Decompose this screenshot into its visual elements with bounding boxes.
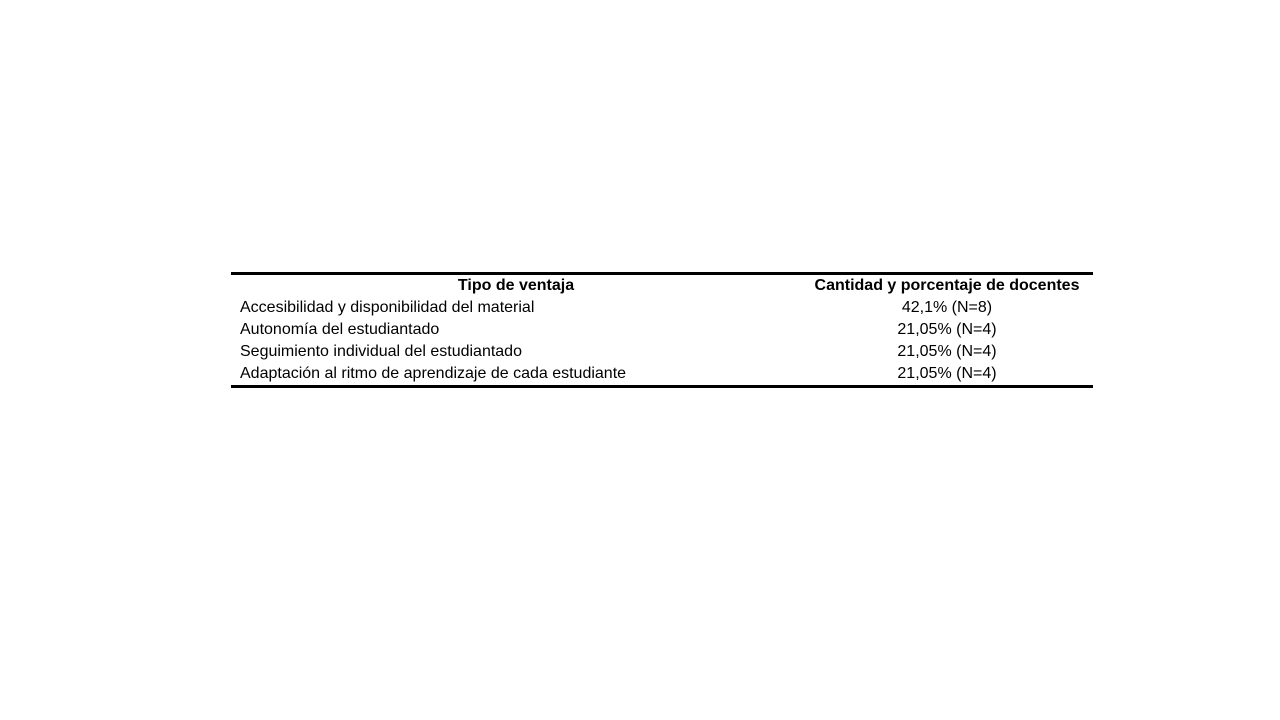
column-header-cantidad-porcentaje: Cantidad y porcentaje de docentes	[814, 277, 1080, 294]
cell-tipo-ventaja: Adaptación al ritmo de aprendizaje de ca…	[240, 365, 627, 382]
table-row: Adaptación al ritmo de aprendizaje de ca…	[231, 363, 1093, 387]
cell-tipo-ventaja: Accesibilidad y disponibilidad del mater…	[240, 299, 535, 316]
table-row: Seguimiento individual del estudiantado …	[231, 341, 1093, 363]
table-row: Autonomía del estudiantado 21,05% (N=4)	[231, 319, 1093, 341]
cell-valor-docentes: 42,1% (N=8)	[901, 299, 993, 316]
table-body: Accesibilidad y disponibilidad del mater…	[231, 297, 1093, 387]
table-header: Tipo de ventaja Cantidad y porcentaje de…	[231, 274, 1093, 298]
cell-valor-docentes: 21,05% (N=4)	[897, 321, 997, 338]
table-row: Accesibilidad y disponibilidad del mater…	[231, 297, 1093, 319]
cell-valor-docentes: 21,05% (N=4)	[897, 365, 997, 382]
cell-tipo-ventaja: Seguimiento individual del estudiantado	[240, 343, 522, 360]
table-header-row: Tipo de ventaja Cantidad y porcentaje de…	[231, 274, 1093, 298]
cell-valor-docentes: 21,05% (N=4)	[897, 343, 997, 360]
column-header-tipo-de-ventaja: Tipo de ventaja	[457, 277, 575, 294]
ventajas-table: Tipo de ventaja Cantidad y porcentaje de…	[231, 272, 1093, 388]
cell-tipo-ventaja: Autonomía del estudiantado	[240, 321, 440, 338]
